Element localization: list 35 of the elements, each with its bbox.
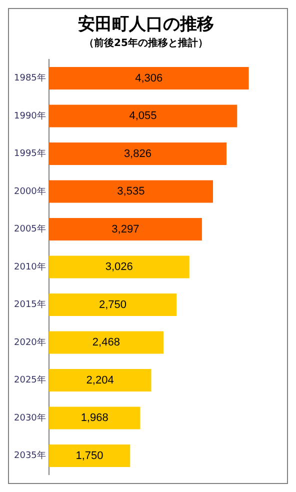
y-tick-label: 2025年 bbox=[14, 374, 46, 386]
y-tick-label: 2035年 bbox=[14, 450, 46, 462]
bar bbox=[48, 406, 140, 430]
data-label: 2,204 bbox=[86, 374, 114, 386]
y-tick-label: 1985年 bbox=[14, 72, 46, 84]
data-label: 1,750 bbox=[76, 450, 104, 462]
y-tick-label: 2020年 bbox=[14, 336, 46, 348]
data-label: 1,968 bbox=[80, 412, 108, 424]
data-label: 4,306 bbox=[135, 72, 163, 84]
y-tick-label: 1995年 bbox=[14, 148, 46, 160]
chart-title: 安田町人口の推移 bbox=[78, 14, 214, 35]
y-tick-label: 2010年 bbox=[14, 261, 46, 272]
chart-subtitle: （前後25年の推移と推計） bbox=[84, 36, 208, 49]
data-label: 3,826 bbox=[124, 148, 152, 160]
bar bbox=[48, 142, 227, 165]
bar bbox=[48, 218, 202, 240]
bar bbox=[48, 67, 249, 90]
y-tick-label: 2015年 bbox=[14, 299, 46, 310]
y-tick-label: 2000年 bbox=[14, 186, 46, 197]
bar bbox=[48, 331, 164, 354]
y-tick-label: 2030年 bbox=[14, 412, 46, 424]
bar bbox=[48, 369, 152, 392]
y-tick-label: 2005年 bbox=[14, 224, 46, 235]
bar bbox=[48, 294, 177, 316]
data-label: 2,750 bbox=[98, 298, 126, 311]
bar bbox=[48, 444, 130, 467]
data-label: 3,297 bbox=[112, 223, 140, 236]
data-label: 3,535 bbox=[117, 186, 145, 198]
bar bbox=[48, 104, 238, 128]
data-label: 4,055 bbox=[129, 110, 157, 122]
data-label: 3,026 bbox=[105, 261, 133, 274]
data-label: 2,468 bbox=[92, 336, 120, 349]
bar bbox=[48, 256, 190, 278]
bar bbox=[48, 180, 213, 203]
y-tick-label: 1990年 bbox=[14, 110, 46, 122]
